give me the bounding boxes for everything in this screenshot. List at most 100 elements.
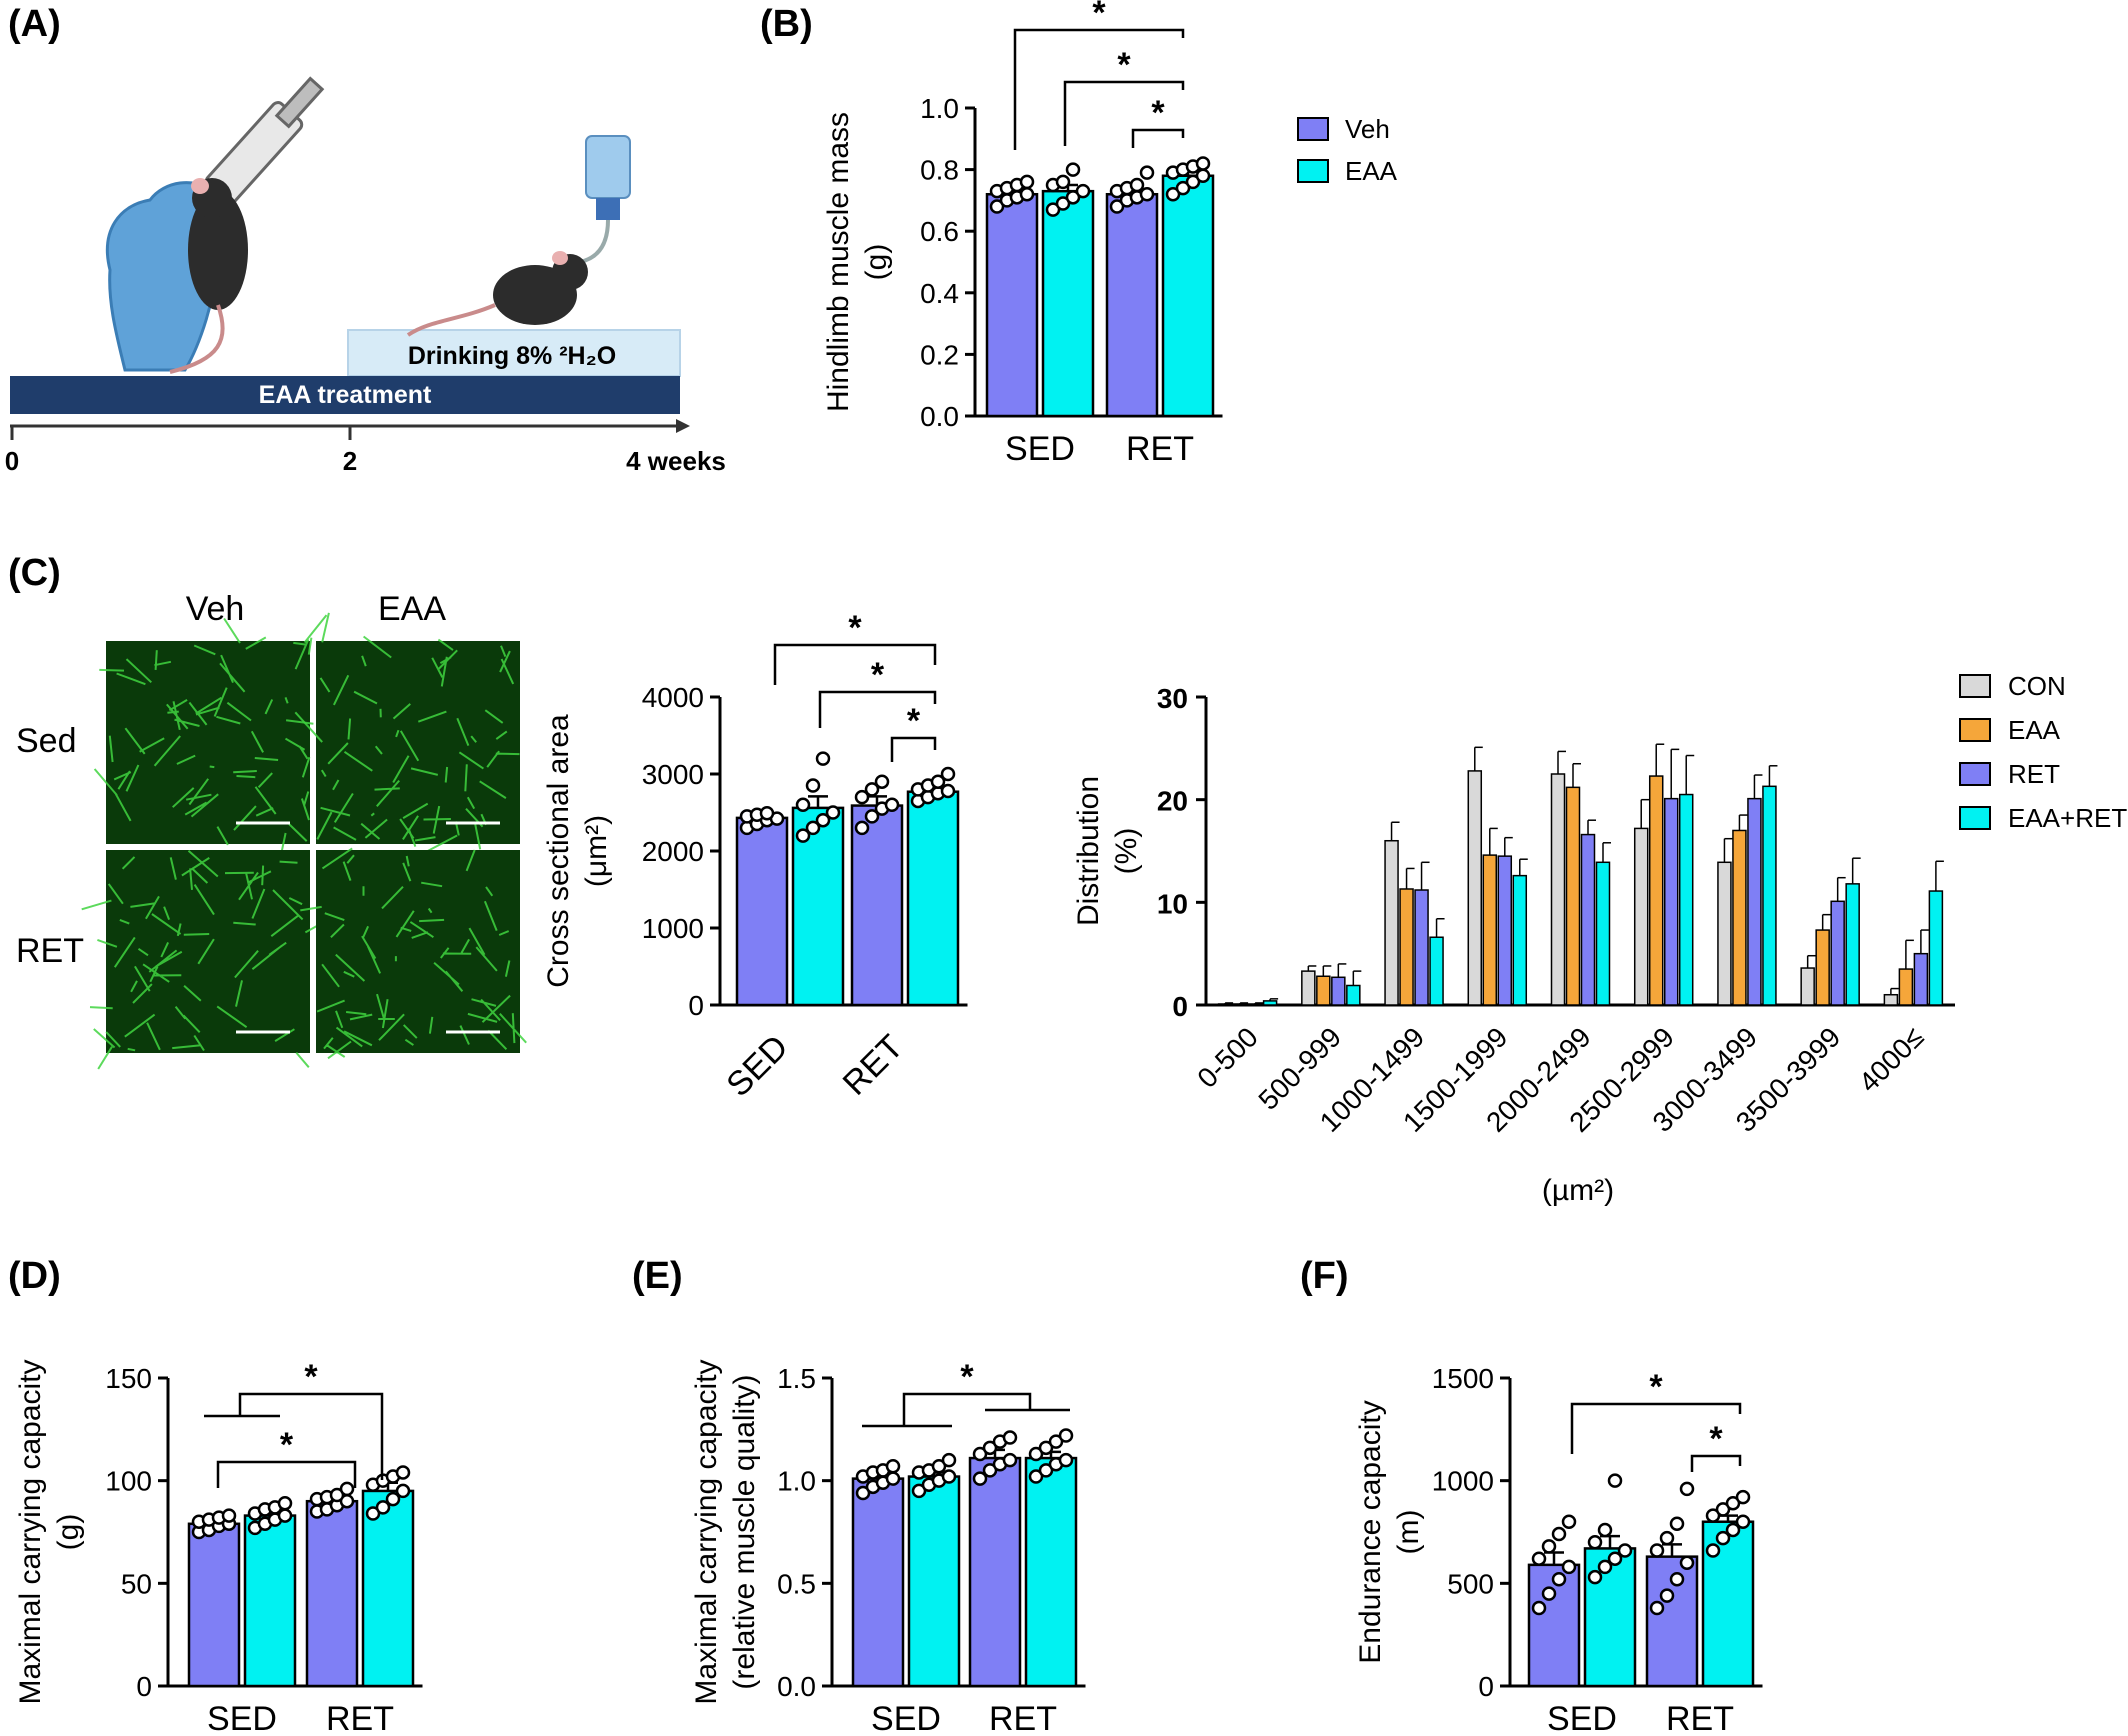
mouse-icon	[169, 178, 248, 374]
data-point	[339, 1481, 355, 1497]
data-point	[911, 1483, 927, 1499]
bar	[1414, 889, 1429, 1006]
data-point	[385, 1491, 401, 1507]
bar	[1595, 861, 1611, 1006]
data-point	[815, 812, 831, 828]
significance-bracket	[1131, 128, 1185, 148]
data-point	[1735, 1489, 1751, 1505]
legend-swatch	[1959, 674, 1991, 698]
x-tick-label: RET	[836, 1028, 911, 1103]
data-point	[1038, 1463, 1054, 1478]
y-tick-label: 30	[1157, 683, 1188, 714]
bar	[1633, 827, 1649, 1006]
micrograph-row-label: Sed	[16, 722, 77, 760]
y-tick-label: 0.2	[920, 339, 959, 370]
data-point	[1551, 1571, 1567, 1587]
bar	[1024, 1456, 1078, 1688]
bar	[1648, 775, 1664, 1006]
data-point	[329, 1487, 345, 1503]
data-point	[1185, 174, 1201, 190]
bar	[1217, 1003, 1233, 1006]
legend-label: EAA	[2008, 715, 2061, 745]
y-axis-label: Distribution	[1072, 776, 1105, 926]
significance-star: *	[1151, 94, 1165, 132]
data-point	[1649, 1600, 1665, 1616]
data-point	[1725, 1522, 1741, 1538]
x-tick-label: RET	[1666, 1700, 1734, 1736]
data-point	[931, 1459, 947, 1474]
bar	[1429, 936, 1444, 1006]
x-tick-label: RET	[326, 1700, 394, 1736]
data-point	[1541, 1539, 1557, 1554]
micrograph-tile	[316, 641, 520, 844]
bar	[361, 1489, 415, 1688]
bar	[1717, 861, 1732, 1006]
data-point	[1679, 1481, 1695, 1497]
data-point	[1669, 1516, 1685, 1532]
data-point	[940, 766, 956, 782]
significance-bracket	[216, 1460, 357, 1488]
data-point	[1195, 168, 1211, 184]
data-point	[759, 806, 775, 821]
data-point	[825, 805, 841, 820]
x-tick-label: SED	[719, 1028, 795, 1104]
data-point	[277, 1496, 293, 1511]
mouse-icon-2	[406, 251, 588, 337]
y-tick-label: 0	[1478, 1671, 1494, 1702]
fiber-outlines	[300, 847, 527, 1060]
y-tick-label: 1.5	[777, 1363, 816, 1394]
micrograph-tile	[106, 641, 310, 844]
bar	[1913, 952, 1929, 1006]
bar	[1800, 967, 1815, 1006]
y-tick-label: 0.8	[920, 155, 959, 186]
data-point	[805, 820, 821, 836]
bar	[1830, 900, 1845, 1006]
data-point	[1531, 1551, 1547, 1566]
data-point	[972, 1471, 988, 1486]
fiber-outlines	[294, 612, 520, 853]
y-tick-label: 1000	[642, 913, 704, 944]
data-point	[1055, 196, 1071, 211]
y-tick-label: 0	[1172, 991, 1188, 1022]
treatment-label: EAA treatment	[259, 381, 432, 409]
micrograph-row-label: RET	[16, 932, 84, 970]
y-axis-label-unit: (%)	[1110, 828, 1143, 875]
significance-star: *	[871, 656, 885, 694]
y-axis-label-unit: (g)	[52, 1514, 85, 1551]
data-point	[1109, 199, 1125, 214]
y-tick-label: 0.4	[920, 278, 959, 309]
data-point	[1065, 162, 1081, 177]
legend-swatch	[1959, 806, 1991, 830]
y-tick-label: 2000	[642, 836, 704, 867]
significance-bracket	[1013, 28, 1185, 150]
y-axis-label: Maximal carrying capacity	[14, 1359, 47, 1704]
data-point	[1561, 1559, 1577, 1575]
bar	[1732, 829, 1747, 1006]
data-point	[989, 199, 1005, 214]
chart-d: 0 50 100 150 Maximal carrying capacity (g) SED…	[14, 1358, 423, 1736]
data-point	[1139, 186, 1155, 202]
data-point	[1659, 1588, 1675, 1603]
water-box	[347, 329, 681, 377]
bar	[1678, 793, 1694, 1006]
bar	[1384, 839, 1399, 1006]
micrograph-grid: Veh EAA Sed RET	[16, 590, 527, 1070]
bar	[1663, 797, 1679, 1006]
y-tick-label: 0	[136, 1671, 152, 1702]
data-point	[1659, 1530, 1675, 1546]
data-point	[365, 1506, 381, 1521]
micrograph-col-label: Veh	[186, 590, 245, 628]
fiber-outlines	[93, 614, 328, 851]
x-tick-label: RET	[989, 1700, 1057, 1736]
bar	[1845, 883, 1860, 1006]
x-tick-label: 4000≤	[1853, 1021, 1930, 1098]
data-point	[885, 1459, 901, 1474]
data-point	[1649, 1543, 1665, 1558]
data-point	[1735, 1514, 1751, 1529]
data-point	[1715, 1530, 1731, 1546]
panel-a-schematic: Drinking 8% ²H₂O EAA treatment 0 2 4 wee…	[5, 76, 726, 476]
y-tick-label: 3000	[642, 759, 704, 790]
data-point	[855, 1485, 871, 1501]
significance-star: *	[1092, 0, 1106, 32]
